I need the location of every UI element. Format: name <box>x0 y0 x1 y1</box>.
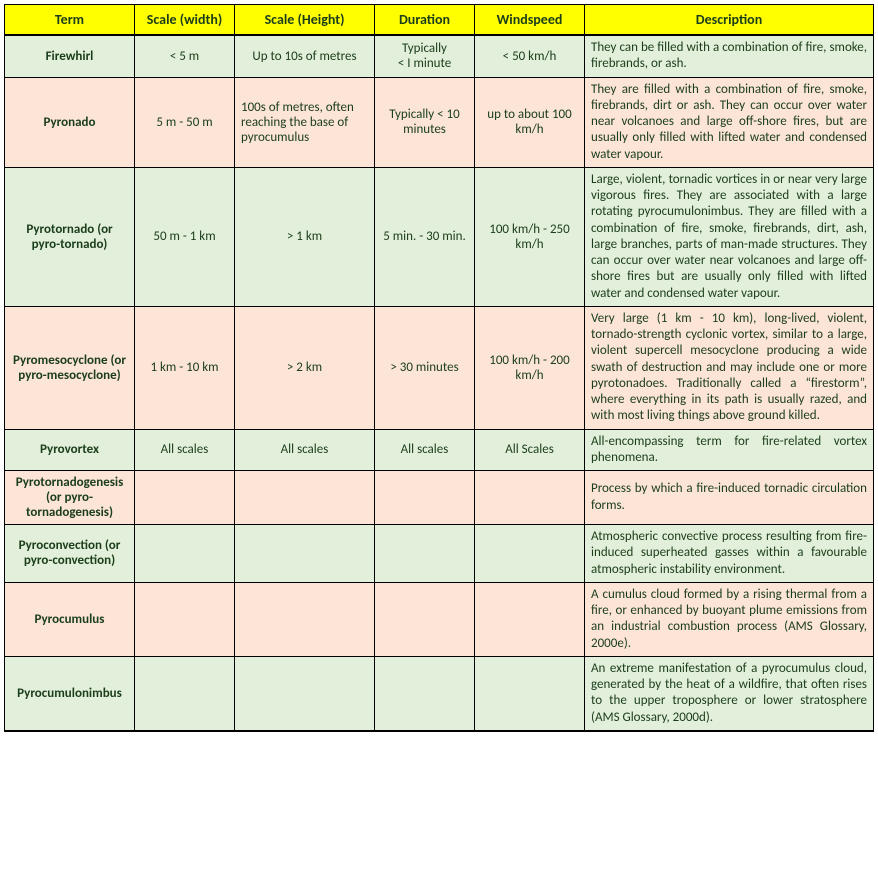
table-row: Pyrotornado (or pyro-tornado)50 m - 1 km… <box>5 167 874 306</box>
scale-width-cell <box>135 656 235 731</box>
description-cell: They are filled with a combination of fi… <box>585 77 874 167</box>
term-cell: Pyrocumulonimbus <box>5 656 135 731</box>
table-row: Pyromesocyclone (or pyro-mesocyclone)1 k… <box>5 306 874 429</box>
duration-cell: 5 min. - 30 min. <box>375 167 475 306</box>
scale-width-cell <box>135 471 235 525</box>
term-cell: Pyrotornadogenesis (or pyro-tornadogenes… <box>5 471 135 525</box>
header-width: Scale (width) <box>135 5 235 36</box>
scale-width-cell: All scales <box>135 429 235 471</box>
table-body: Firewhirl< 5 mUp to 10s of metresTypical… <box>5 35 874 731</box>
term-cell: Pyrocumulus <box>5 582 135 656</box>
term-cell: Pyroconvection (or pyro-convection) <box>5 525 135 583</box>
windspeed-cell: up to about 100 km/h <box>475 77 585 167</box>
table-row: Pyronado5 m - 50 m100s of metres, often … <box>5 77 874 167</box>
scale-width-cell: 5 m - 50 m <box>135 77 235 167</box>
scale-height-cell <box>235 471 375 525</box>
windspeed-cell <box>475 582 585 656</box>
term-cell: Pyromesocyclone (or pyro-mesocyclone) <box>5 306 135 429</box>
scale-width-cell: < 5 m <box>135 35 235 77</box>
header-height: Scale (Height) <box>235 5 375 36</box>
scale-width-cell: 1 km - 10 km <box>135 306 235 429</box>
scale-height-cell <box>235 582 375 656</box>
scale-height-cell: > 1 km <box>235 167 375 306</box>
description-cell: Large, violent, tornadic vortices in or … <box>585 167 874 306</box>
table-row: Firewhirl< 5 mUp to 10s of metresTypical… <box>5 35 874 77</box>
duration-cell: > 30 minutes <box>375 306 475 429</box>
description-cell: Process by which a fire-induced tornadic… <box>585 471 874 525</box>
windspeed-cell: 100 km/h - 250 km/h <box>475 167 585 306</box>
scale-height-cell <box>235 525 375 583</box>
description-cell: A cumulus cloud formed by a rising therm… <box>585 582 874 656</box>
pyro-terms-table: Term Scale (width) Scale (Height) Durati… <box>4 4 874 732</box>
windspeed-cell <box>475 656 585 731</box>
header-description: Description <box>585 5 874 36</box>
description-cell: Very large (1 km - 10 km), long-lived, v… <box>585 306 874 429</box>
duration-cell <box>375 656 475 731</box>
term-cell: Firewhirl <box>5 35 135 77</box>
table-row: PyrovortexAll scalesAll scalesAll scales… <box>5 429 874 471</box>
description-cell: All-encompassing term for fire-related v… <box>585 429 874 471</box>
description-cell: Atmospheric convective process resulting… <box>585 525 874 583</box>
term-cell: Pyrotornado (or pyro-tornado) <box>5 167 135 306</box>
duration-cell <box>375 582 475 656</box>
table-row: Pyrocumulonimbus An extreme manifestation… <box>5 656 874 731</box>
windspeed-cell <box>475 471 585 525</box>
description-cell: They can be filled with a combination of… <box>585 35 874 77</box>
table-row: Pyroconvection (or pyro-convection) Atmos… <box>5 525 874 583</box>
scale-height-cell: 100s of metres, often reaching the base … <box>235 77 375 167</box>
header-windspeed: Windspeed <box>475 5 585 36</box>
duration-cell: Typically < 10 minutes <box>375 77 475 167</box>
table-row: Pyrotornadogenesis (or pyro-tornadogenes… <box>5 471 874 525</box>
windspeed-cell: < 50 km/h <box>475 35 585 77</box>
scale-width-cell <box>135 582 235 656</box>
windspeed-cell: 100 km/h - 200 km/h <box>475 306 585 429</box>
scale-height-cell: All scales <box>235 429 375 471</box>
windspeed-cell: All Scales <box>475 429 585 471</box>
duration-cell <box>375 471 475 525</box>
table-row: Pyrocumulus A cumulus cloud formed by a r… <box>5 582 874 656</box>
header-term: Term <box>5 5 135 36</box>
scale-width-cell <box>135 525 235 583</box>
header-duration: Duration <box>375 5 475 36</box>
header-row: Term Scale (width) Scale (Height) Durati… <box>5 5 874 36</box>
duration-cell <box>375 525 475 583</box>
scale-height-cell: Up to 10s of metres <box>235 35 375 77</box>
scale-height-cell <box>235 656 375 731</box>
duration-cell: Typically< I minute <box>375 35 475 77</box>
term-cell: Pyronado <box>5 77 135 167</box>
description-cell: An extreme manifestation of a pyrocumulu… <box>585 656 874 731</box>
scale-width-cell: 50 m - 1 km <box>135 167 235 306</box>
duration-cell: All scales <box>375 429 475 471</box>
scale-height-cell: > 2 km <box>235 306 375 429</box>
windspeed-cell <box>475 525 585 583</box>
term-cell: Pyrovortex <box>5 429 135 471</box>
